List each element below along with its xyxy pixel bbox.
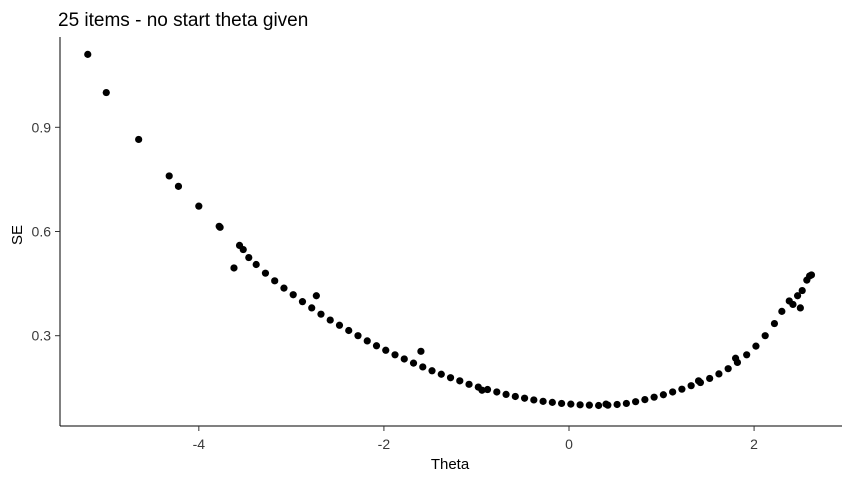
data-point <box>793 292 802 300</box>
data-point <box>706 374 714 383</box>
data-point <box>308 304 316 312</box>
data-point <box>539 397 547 405</box>
x-tick-label: -2 <box>378 436 391 452</box>
data-point <box>391 351 399 359</box>
y-tick-label: 0.9 <box>32 119 52 135</box>
data-point <box>502 390 510 398</box>
chart-title: 25 items - no start theta given <box>58 10 308 31</box>
data-point <box>216 223 224 231</box>
data-point <box>289 291 297 299</box>
data-point <box>798 286 806 295</box>
y-tick-label: 0.6 <box>32 224 52 240</box>
data-point <box>345 326 353 335</box>
x-tick-label: -4 <box>193 436 206 452</box>
data-point <box>743 351 751 359</box>
data-point <box>778 307 786 315</box>
x-axis-ticks: -4 -2 0 2 <box>193 426 758 452</box>
data-point <box>807 271 816 279</box>
data-point <box>261 269 270 277</box>
data-point <box>335 321 344 329</box>
data-point <box>576 401 584 409</box>
x-tick-label: 0 <box>565 436 573 452</box>
data-point <box>298 298 307 306</box>
data-point <box>135 135 143 144</box>
data-point <box>789 300 797 309</box>
data-point <box>733 358 742 367</box>
data-point <box>372 342 381 350</box>
data-point <box>669 388 677 396</box>
data-point <box>437 370 445 378</box>
data-point <box>382 346 390 354</box>
data-point <box>409 359 418 367</box>
y-axis-label: SE <box>9 225 26 245</box>
data-point <box>613 400 621 409</box>
x-axis-label: Theta <box>431 456 470 473</box>
data-point <box>622 399 630 408</box>
data-point <box>84 50 92 58</box>
data-point <box>245 253 253 262</box>
data-point <box>417 347 425 355</box>
data-point <box>650 393 658 401</box>
data-point <box>585 401 593 409</box>
data-point <box>428 367 436 375</box>
data-point <box>595 401 603 410</box>
data-point <box>557 399 566 408</box>
points-layer <box>84 50 816 410</box>
data-point <box>271 277 279 285</box>
data-point <box>465 380 473 388</box>
data-point <box>354 332 362 340</box>
data-point <box>761 332 769 340</box>
data-point <box>724 365 732 373</box>
data-point <box>165 172 173 180</box>
data-point <box>715 370 723 378</box>
data-point <box>687 382 695 390</box>
data-point <box>363 337 371 345</box>
y-tick-label: 0.3 <box>32 328 52 344</box>
data-point <box>478 386 486 394</box>
data-point <box>659 391 667 399</box>
data-point <box>567 400 575 408</box>
data-point <box>446 374 455 382</box>
data-point <box>493 388 501 396</box>
data-point <box>511 392 519 401</box>
data-point <box>280 284 288 292</box>
data-point <box>239 245 247 254</box>
data-point <box>102 88 110 97</box>
data-point <box>520 394 529 402</box>
data-point <box>195 202 203 210</box>
data-point <box>252 260 260 269</box>
data-point <box>752 342 760 350</box>
data-point <box>400 355 408 363</box>
data-point <box>326 316 334 324</box>
data-point <box>312 292 320 300</box>
data-point <box>696 378 705 387</box>
data-point <box>678 385 686 393</box>
data-point <box>174 182 183 190</box>
y-axis-ticks: 0.3 0.6 0.9 <box>32 119 60 344</box>
data-point <box>317 310 325 318</box>
data-point <box>641 396 649 404</box>
data-point <box>456 377 464 385</box>
data-point <box>419 363 427 371</box>
data-point <box>770 319 779 328</box>
data-point <box>604 401 612 409</box>
data-point <box>483 385 492 394</box>
data-point <box>632 398 640 406</box>
data-point <box>796 304 804 312</box>
data-point <box>530 396 538 404</box>
data-point <box>230 264 238 272</box>
data-point <box>548 398 556 406</box>
x-tick-label: 2 <box>750 436 758 452</box>
